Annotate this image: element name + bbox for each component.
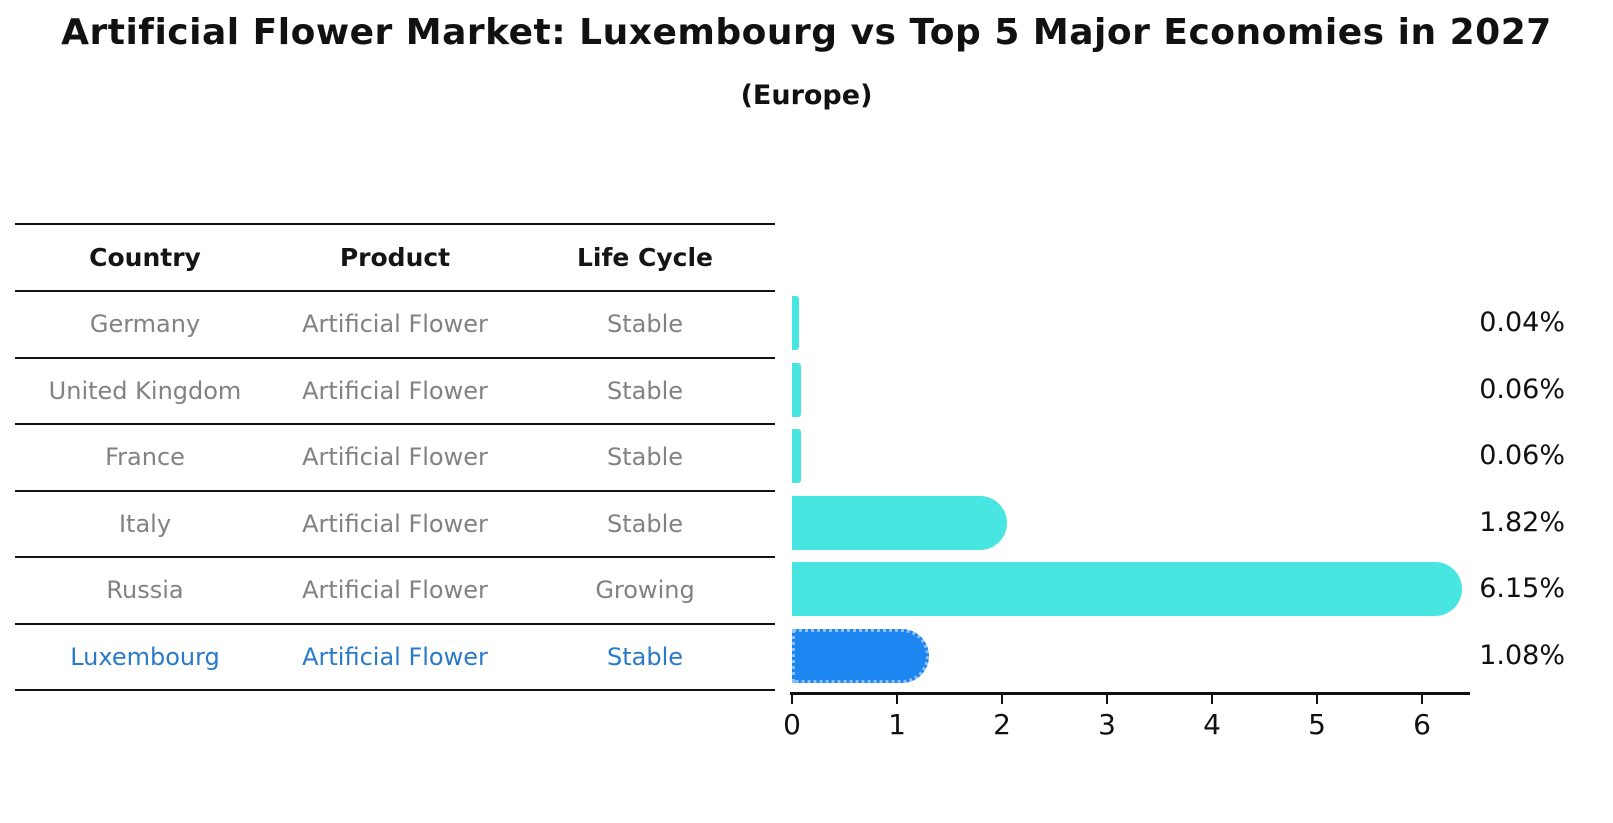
bar-luxembourg — [792, 628, 930, 683]
x-axis-line — [790, 692, 1470, 695]
value-label: 0.06% — [1479, 373, 1565, 405]
chart-subtitle: (Europe) — [740, 80, 873, 111]
table-row: Luxembourg Artificial Flower Stable — [15, 622, 775, 690]
value-label: 0.06% — [1479, 440, 1565, 472]
table-cell-country: Russia — [106, 576, 184, 605]
x-axis-tick — [1421, 694, 1424, 704]
table-row: United Kingdom Artificial Flower Stable — [15, 356, 775, 424]
x-axis-tick-label: 2 — [993, 708, 1011, 741]
table-cell-lifecycle: Stable — [606, 310, 684, 339]
table-header-product: Product — [339, 243, 451, 272]
table-header-row: Country Product Life Cycle — [15, 223, 775, 290]
data-table: Country Product Life Cycle Germany Artifi… — [15, 223, 775, 691]
table-cell-lifecycle: Stable — [606, 642, 684, 671]
value-label: 6.15% — [1479, 573, 1565, 605]
bar-france — [792, 429, 802, 484]
table-cell-country: France — [105, 443, 185, 472]
table-cell-country: Luxembourg — [70, 642, 220, 671]
table-cell-product: Artificial Flower — [302, 642, 488, 671]
x-axis-tick-label: 6 — [1413, 708, 1431, 741]
bar-germany — [792, 296, 800, 351]
table-header-country: Country — [89, 243, 201, 272]
x-axis-tick-label: 5 — [1308, 708, 1326, 741]
x-axis-tick — [1316, 694, 1319, 704]
x-axis-tick-label: 1 — [888, 708, 906, 741]
table-row: Germany Artificial Flower Stable — [15, 290, 775, 357]
table-cell-product: Artificial Flower — [302, 509, 488, 538]
value-label: 1.08% — [1479, 639, 1565, 671]
table-row: Italy Artificial Flower Stable — [15, 489, 775, 557]
x-axis-tick — [791, 694, 794, 704]
value-label: 0.04% — [1479, 307, 1565, 339]
table-cell-lifecycle: Stable — [606, 509, 684, 538]
chart-title: Artificial Flower Market: Luxembourg vs … — [61, 12, 1552, 53]
table-row: France Artificial Flower Stable — [15, 423, 775, 490]
table-cell-country: United Kingdom — [48, 376, 242, 405]
table-cell-country: Germany — [89, 310, 201, 339]
bar-italy — [792, 495, 1008, 550]
x-axis-tick — [896, 694, 899, 704]
table-header-lifecycle: Life Cycle — [576, 243, 714, 272]
x-axis-tick — [1106, 694, 1109, 704]
table-bottom-border — [15, 689, 775, 691]
table-cell-product: Artificial Flower — [302, 376, 488, 405]
x-axis-tick-label: 0 — [783, 708, 801, 741]
table-cell-lifecycle: Stable — [606, 376, 684, 405]
bar-russia — [792, 562, 1462, 617]
x-axis-tick-label: 4 — [1203, 708, 1221, 741]
table-cell-lifecycle: Stable — [606, 443, 684, 472]
table-row: Russia Artificial Flower Growing — [15, 556, 775, 623]
x-axis-tick — [1211, 694, 1214, 704]
table-cell-product: Artificial Flower — [302, 310, 488, 339]
bar-united-kingdom — [792, 362, 802, 417]
table-cell-lifecycle: Growing — [595, 576, 695, 605]
x-axis-tick — [1001, 694, 1004, 704]
table-cell-product: Artificial Flower — [302, 576, 488, 605]
table-cell-product: Artificial Flower — [302, 443, 488, 472]
table-cell-country: Italy — [118, 509, 172, 538]
value-label: 1.82% — [1479, 506, 1565, 538]
x-axis-tick-label: 3 — [1098, 708, 1116, 741]
